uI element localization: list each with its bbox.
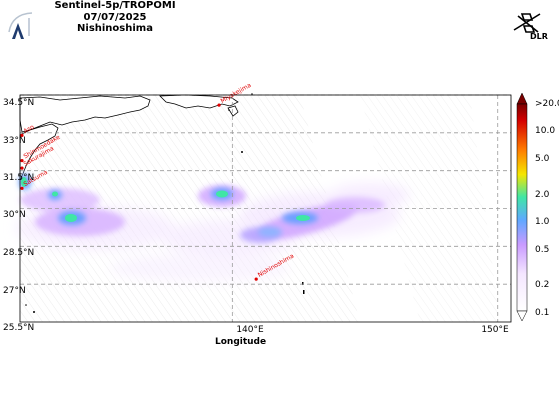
- y-tick-label: 30°N: [3, 210, 26, 220]
- colorbar-tick-label: 0.2: [535, 280, 550, 290]
- title-line-1: Sentinel-5p/TROPOMI: [54, 0, 176, 11]
- x-tick-label: 150°E: [481, 325, 509, 335]
- colorbar-tick-label: 5.0: [535, 154, 550, 164]
- volcano-marker: [20, 133, 24, 137]
- volcano-marker: [20, 166, 24, 170]
- so2-plume: [15, 174, 410, 282]
- colorbar-gradient: [516, 103, 528, 312]
- y-tick-label: 33°N: [3, 136, 26, 146]
- colorbar: [516, 92, 528, 322]
- organization-logo-icon: [8, 12, 33, 39]
- y-tick-label: 25.5°N: [3, 323, 35, 333]
- map-title: Sentinel-5p/TROPOMI 07/07/2025 Nishinosh…: [0, 0, 230, 35]
- small-islands: [25, 93, 305, 313]
- y-tick-label: 28.5°N: [3, 248, 35, 258]
- colorbar-tick-label: 2.0: [535, 190, 550, 200]
- y-tick-label: 34.5°N: [3, 98, 35, 108]
- colorbar-extend-max: [516, 92, 528, 105]
- x-axis-label: Longitude: [215, 337, 267, 347]
- volcano-marker: [254, 277, 258, 281]
- colorbar-extend-min: [516, 310, 528, 322]
- colorbar-tick-label: 0.1: [535, 308, 550, 318]
- x-tick-label: 140°E: [236, 325, 264, 335]
- colorbar-tick-label: 0.5: [535, 245, 550, 255]
- y-tick-label: 27°N: [3, 286, 26, 296]
- dlr-logo-icon: [513, 13, 541, 33]
- dlr-label: DLR: [530, 32, 548, 41]
- colorbar-tick-label: 10.0: [535, 126, 556, 136]
- title-line-3: Nishinoshima: [77, 23, 153, 34]
- coastline: [19, 94, 239, 181]
- volcano-marker: [217, 103, 221, 107]
- colorbar-tick-label: >20.0: [535, 99, 559, 109]
- map-frame: [19, 94, 512, 323]
- y-tick-label: 31.5°N: [3, 173, 35, 183]
- title-line-2: 07/07/2025: [83, 11, 147, 23]
- volcano-label: Aso: [23, 123, 36, 135]
- volcano-marker: [20, 158, 24, 163]
- volcano-marker: [20, 186, 24, 190]
- colorbar-tick-label: 1.0: [535, 217, 550, 227]
